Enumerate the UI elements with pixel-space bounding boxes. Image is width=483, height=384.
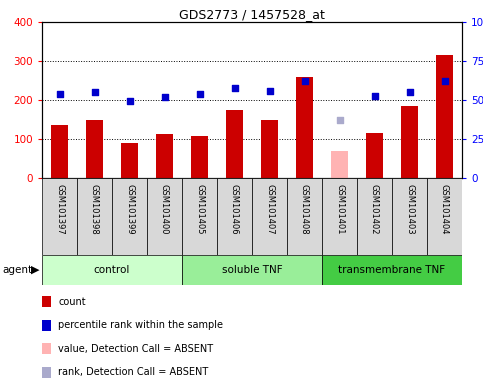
Bar — [401, 106, 418, 178]
Text: GSM101399: GSM101399 — [125, 184, 134, 235]
Text: GSM101397: GSM101397 — [55, 184, 64, 235]
Text: value, Detection Call = ABSENT: value, Detection Call = ABSENT — [58, 344, 213, 354]
Text: GSM101408: GSM101408 — [300, 184, 309, 235]
Bar — [322, 255, 462, 285]
Bar — [252, 178, 287, 255]
Bar — [287, 178, 322, 255]
Bar — [86, 119, 103, 178]
Text: percentile rank within the sample: percentile rank within the sample — [58, 320, 223, 330]
Text: agent: agent — [2, 265, 32, 275]
Text: GSM101402: GSM101402 — [370, 184, 379, 235]
Bar — [112, 178, 147, 255]
Bar — [331, 151, 348, 178]
Text: GSM101403: GSM101403 — [405, 184, 414, 235]
Text: transmembrane TNF: transmembrane TNF — [339, 265, 445, 275]
Text: control: control — [94, 265, 130, 275]
Point — [266, 88, 273, 94]
Point — [406, 89, 413, 95]
Bar — [436, 55, 453, 178]
Bar — [217, 178, 252, 255]
Bar — [261, 119, 278, 178]
Text: GSM101405: GSM101405 — [195, 184, 204, 235]
Bar — [156, 134, 173, 178]
Text: GSM101407: GSM101407 — [265, 184, 274, 235]
Bar — [42, 343, 51, 354]
Point — [161, 94, 169, 100]
Point — [370, 93, 378, 99]
Bar — [77, 178, 112, 255]
Point — [231, 85, 239, 91]
Text: ▶: ▶ — [31, 265, 40, 275]
Bar — [182, 178, 217, 255]
Point — [126, 98, 133, 104]
Text: count: count — [58, 297, 86, 307]
Bar — [427, 178, 462, 255]
Point — [336, 117, 343, 123]
Bar — [226, 110, 243, 178]
Point — [440, 78, 448, 84]
Point — [91, 89, 99, 95]
Bar — [42, 367, 51, 378]
Point — [56, 91, 63, 97]
Bar — [42, 319, 51, 331]
Title: GDS2773 / 1457528_at: GDS2773 / 1457528_at — [179, 8, 325, 21]
Point — [196, 91, 203, 97]
Text: GSM101404: GSM101404 — [440, 184, 449, 235]
Bar — [366, 133, 383, 178]
Text: GSM101398: GSM101398 — [90, 184, 99, 235]
Bar — [51, 125, 68, 178]
Bar — [392, 178, 427, 255]
Bar — [322, 178, 357, 255]
Bar — [296, 76, 313, 178]
Text: GSM101406: GSM101406 — [230, 184, 239, 235]
Text: GSM101400: GSM101400 — [160, 184, 169, 235]
Bar — [191, 136, 208, 178]
Bar — [357, 178, 392, 255]
Bar — [121, 143, 138, 178]
Point — [300, 78, 308, 84]
Bar — [147, 178, 182, 255]
Bar — [42, 255, 182, 285]
Bar — [42, 178, 77, 255]
Bar — [182, 255, 322, 285]
Bar — [42, 296, 51, 307]
Text: GSM101401: GSM101401 — [335, 184, 344, 235]
Text: soluble TNF: soluble TNF — [222, 265, 282, 275]
Text: rank, Detection Call = ABSENT: rank, Detection Call = ABSENT — [58, 367, 208, 377]
